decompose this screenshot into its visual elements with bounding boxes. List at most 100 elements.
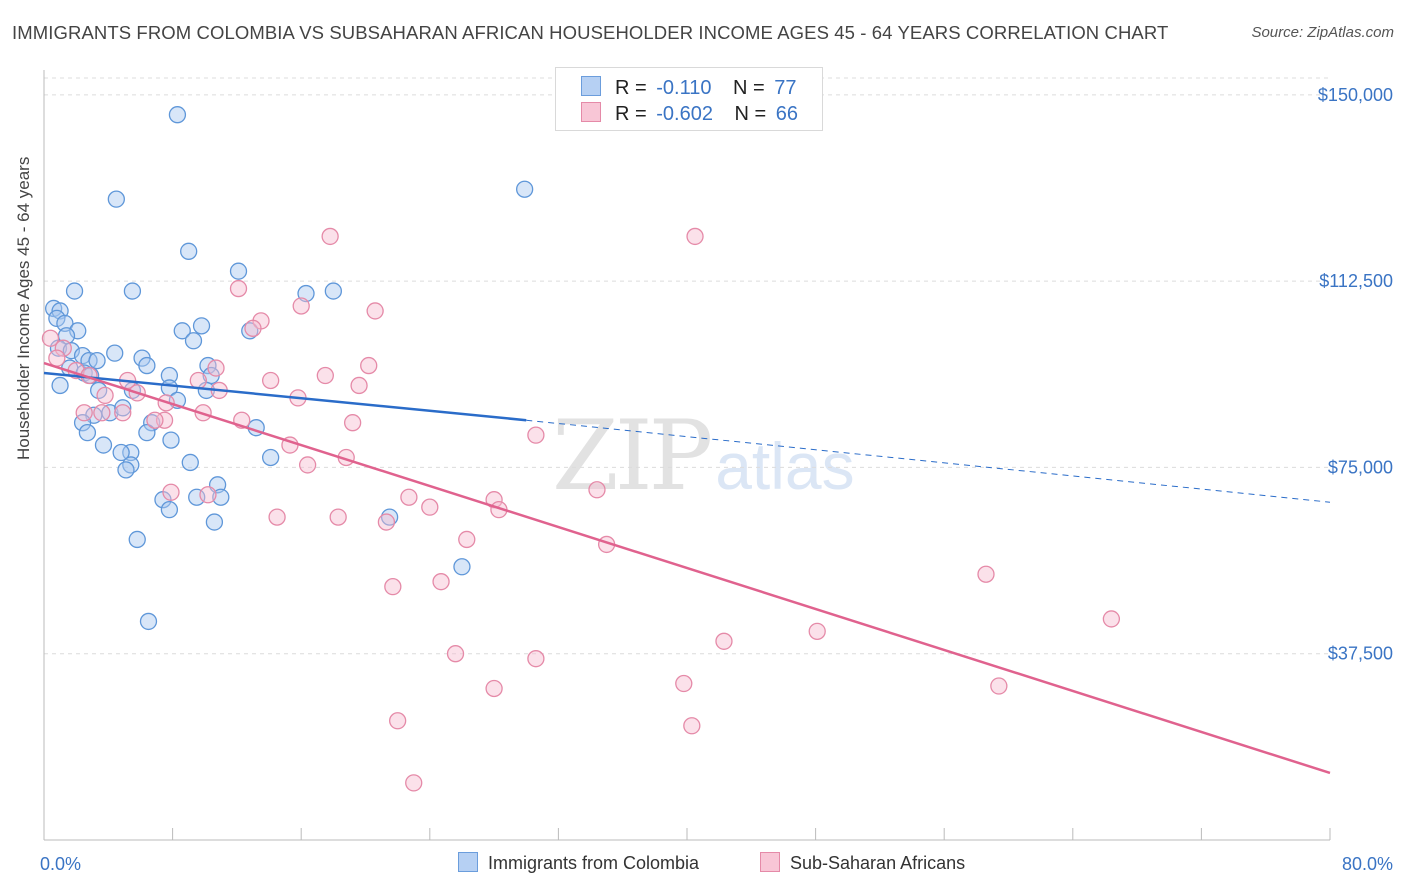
pink-data-point	[343, 414, 362, 432]
legend-r-label: R =	[615, 77, 647, 99]
chart-title: IMMIGRANTS FROM COLOMBIA VS SUBSAHARAN A…	[12, 22, 1169, 43]
legend-r-value: -0.602	[656, 103, 713, 125]
blue-data-point	[138, 423, 156, 442]
blue-data-point	[51, 376, 69, 395]
blue-data-point	[128, 530, 146, 549]
blue-data-point	[107, 190, 125, 208]
blue-data-point	[122, 456, 140, 474]
pink-data-point	[155, 411, 174, 429]
pink-data-point	[527, 650, 545, 668]
x-tick-label: 80.0%	[1342, 854, 1393, 874]
bottom-legend-label: Sub-Saharan Africans	[790, 853, 966, 873]
pink-data-point	[458, 530, 476, 549]
pink-data-point	[229, 279, 248, 298]
pink-data-point	[388, 712, 407, 730]
pink-data-point	[298, 456, 317, 474]
x-tick-label: 0.0%	[40, 854, 81, 874]
blue-data-point	[160, 500, 179, 519]
bottom-legend-colombia: Immigrants from Colombia	[458, 852, 699, 874]
pink-data-point	[321, 227, 339, 246]
pink-data-point	[683, 717, 701, 735]
pink-data-point	[350, 376, 368, 395]
legend-swatch-blue	[581, 76, 601, 96]
pink-data-point	[527, 426, 545, 444]
pink-data-point	[93, 404, 111, 422]
source-label: Source: ZipAtlas.com	[1251, 24, 1394, 41]
blue-data-point	[117, 461, 135, 479]
pink-data-point	[675, 674, 693, 693]
pink-data-point	[54, 339, 72, 357]
blue-data-point	[453, 558, 471, 576]
blue-data-point	[515, 180, 534, 198]
pink-data-point	[384, 577, 402, 596]
pink-data-point	[199, 486, 217, 504]
pink-data-point	[977, 565, 995, 583]
blue-data-point	[192, 317, 211, 335]
blue-data-point	[112, 443, 130, 462]
blue-data-point	[114, 399, 132, 417]
pink-data-point	[686, 227, 704, 246]
blue-data-point	[69, 322, 87, 340]
blue-data-point	[180, 242, 198, 260]
blue-data-point	[212, 488, 230, 506]
y-tick-label: $150,000	[1318, 85, 1393, 105]
legend-n-value: 77	[774, 77, 797, 99]
pink-data-point	[400, 488, 418, 506]
pink-data-point	[316, 366, 334, 385]
pink-data-point	[262, 371, 280, 390]
blue-data-point	[123, 282, 142, 300]
pink-data-point	[114, 404, 132, 422]
pink-data-point	[41, 329, 60, 347]
blue-data-point	[262, 448, 280, 467]
blue-trend-extension	[526, 419, 1331, 503]
blue-data-point	[88, 351, 106, 370]
pink-data-point	[189, 371, 207, 390]
bottom-legend-label: Immigrants from Colombia	[488, 853, 700, 873]
pink-data-point	[366, 302, 384, 320]
pink-data-point	[421, 498, 439, 516]
blue-trend-line	[43, 371, 527, 422]
pink-data-point	[268, 508, 286, 526]
blue-data-point	[160, 366, 179, 385]
blue-data-point	[94, 436, 113, 454]
bottom-legend-subsaharan: Sub-Saharan Africans	[760, 852, 965, 874]
legend-r-label: R =	[615, 103, 647, 125]
blue-data-point	[380, 508, 399, 526]
pink-data-point	[588, 481, 606, 499]
pink-data-point	[292, 297, 310, 315]
pink-data-point	[146, 411, 164, 429]
legend-swatch-pink	[581, 102, 601, 122]
legend-r-value: -0.110	[656, 77, 712, 99]
blue-data-point	[324, 282, 343, 300]
pink-data-point	[162, 483, 180, 501]
legend-n-value: 66	[775, 103, 799, 125]
blue-data-point	[106, 344, 124, 362]
blue-data-point	[56, 314, 74, 333]
pink-data-point	[377, 513, 396, 531]
pink-data-point	[329, 508, 347, 526]
pink-trend-line	[43, 361, 1331, 775]
pink-data-point	[808, 622, 826, 641]
y-tick-label: $112,500	[1319, 271, 1393, 291]
blue-data-point	[181, 453, 199, 472]
y-tick-label: $75,000	[1328, 457, 1393, 477]
pink-data-point	[446, 645, 465, 663]
legend-n-label: N =	[733, 77, 765, 99]
pink-data-point	[96, 386, 114, 405]
pink-data-point	[48, 349, 66, 367]
blue-data-point	[138, 356, 156, 375]
pink-data-point	[405, 774, 423, 792]
blue-data-point	[184, 332, 203, 350]
blue-data-point	[78, 423, 97, 442]
blue-data-point	[205, 513, 224, 531]
pink-data-point	[990, 677, 1008, 695]
pink-data-point	[715, 632, 733, 650]
pink-data-point	[1102, 610, 1121, 628]
blue-data-point	[139, 612, 158, 631]
legend-row-subsaharan: R = -0.602 N = 66	[581, 102, 798, 128]
pink-data-point	[432, 573, 450, 591]
blue-data-point	[229, 262, 248, 280]
blue-data-point	[168, 106, 187, 124]
pink-data-point	[75, 404, 93, 422]
